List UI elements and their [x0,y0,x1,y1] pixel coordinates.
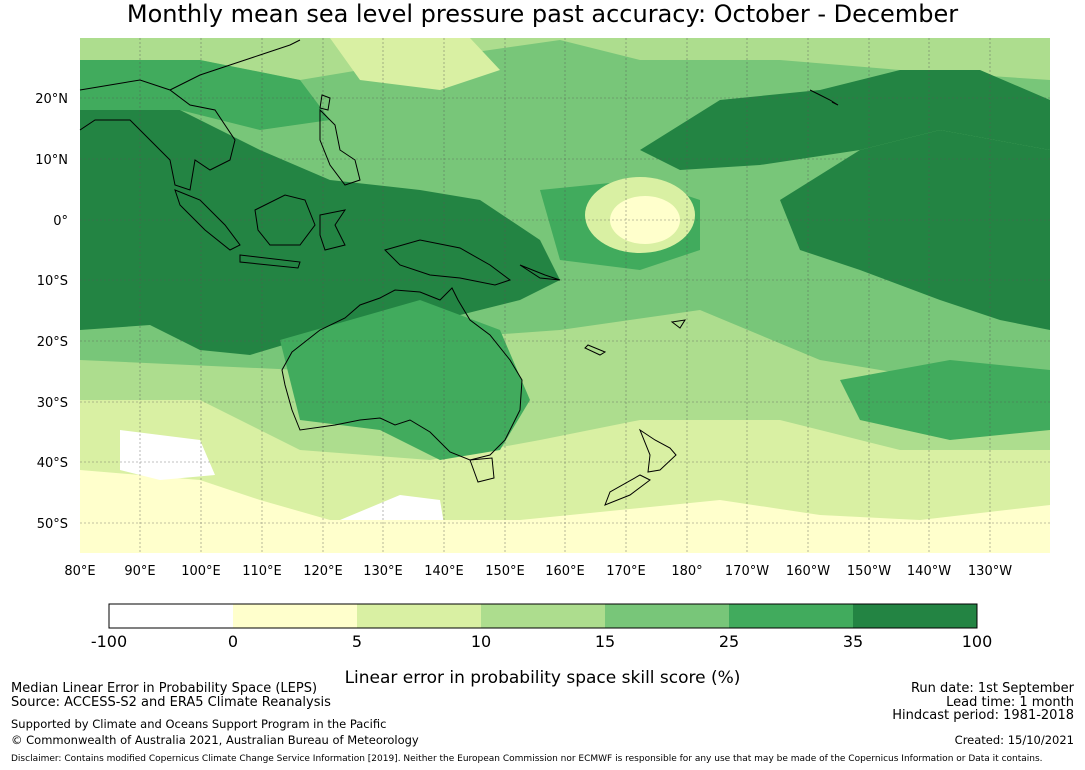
lon-label: 80°E [64,564,95,579]
coast-sulawesi [319,209,347,251]
region-tropics-east [780,130,1050,330]
footer-created: Created: 15/10/2021 [954,733,1074,747]
colorbar [108,603,978,629]
colorbar-tick: 5 [351,632,363,651]
colorbar-segment [605,604,729,628]
colorbar-label: Linear error in probability space skill … [344,668,741,688]
region-low-skill-south [120,430,215,480]
lat-label: 10°N [35,153,68,168]
footer-run-date: Run date: 1st September [910,681,1074,696]
footer-method: Median Linear Error in Probability Space… [11,681,318,696]
coast-new-zealand-north [638,428,677,473]
coast-hawaii [809,89,839,106]
colorbar-segment [729,604,853,628]
graticule [80,38,1050,553]
lon-label: 120°E [303,564,343,579]
footer-lead-time: Lead time: 1 month [946,695,1074,710]
coast-solomons [519,264,561,281]
lon-label: 180° [671,564,702,579]
colorbar-tick: 10 [470,632,492,651]
coast-tasmania [469,457,495,483]
lon-label: 150°E [485,564,525,579]
region-north-pacific-dark [640,70,1050,170]
colorbar-tick: 25 [718,632,740,651]
lon-label: 170°W [725,564,769,579]
footer-source: Source: ACCESS-S2 and ERA5 Climate Reana… [11,695,331,710]
lat-label: 50°S [37,517,68,532]
coast-java [239,254,301,269]
lat-axis: 20°N 10°N 0° 10°S 20°S 30°S 40°S 50°S [35,92,68,532]
lat-label: 20°N [35,92,68,107]
region-north [80,38,1050,80]
coast-borneo [254,194,316,246]
lat-label: 10°S [37,274,68,289]
colorbar-segment [481,604,605,628]
footer-copyright: © Commonwealth of Australia 2021, Austra… [11,733,419,747]
lon-label: 90°E [124,564,155,579]
region-north-light [330,38,500,90]
lon-label: 160°E [545,564,585,579]
lat-label: 20°S [37,335,68,350]
region-west-pacific [80,60,330,130]
coast-new-guinea [384,239,512,286]
colorbar-tick: 0 [227,632,239,651]
coast-new-zealand-south [604,474,651,506]
colorbar-segment [357,604,481,628]
lon-axis: 80°E 90°E 100°E 110°E 120°E 130°E 140°E … [64,564,1012,579]
coast-new-caledonia [584,344,607,356]
lon-label: 140°E [424,564,464,579]
footer-support: Supported by Climate and Oceans Support … [11,717,387,731]
colorbar-tick: 35 [842,632,864,651]
footer-hindcast: Hindcast period: 1981-2018 [892,708,1074,723]
coast-fiji [670,319,687,329]
lat-label: 0° [53,214,68,229]
lat-label: 30°S [37,396,68,411]
region-australia [280,300,530,460]
coast-australia [281,287,523,461]
lon-label: 110°E [242,564,282,579]
colorbar-tick: 15 [594,632,616,651]
coast-sumatra [174,189,241,251]
coast-china [169,39,301,91]
coast-indochina [79,79,236,191]
lon-label: 170°E [606,564,646,579]
skill-map: 20°N 10°N 0° 10°S 20°S 30°S 40°S 50°S 80… [35,38,1050,579]
colorbar-segment [233,604,357,628]
lon-label: 130°E [363,564,403,579]
coast-taiwan [319,94,331,111]
coast-philippines [319,108,361,186]
coastlines [79,39,839,506]
colorbar-tick: 100 [961,632,993,651]
region-east-pacific [840,360,1050,440]
lon-label: 160°W [786,564,830,579]
lon-label: 100°E [181,564,221,579]
colorbar-frame [108,603,978,629]
lon-label: 130°W [968,564,1012,579]
region-bottom-strip [80,520,1050,553]
lon-label: 140°W [907,564,951,579]
map-title: Monthly mean sea level pressure past acc… [126,0,959,28]
colorbar-segment [109,604,233,628]
lat-label: 40°S [37,456,68,471]
colorbar-tick: -100 [90,632,128,651]
footer-disclaimer: Disclaimer: Contains modified Copernicus… [11,754,1043,764]
colorbar-segment [853,604,977,628]
lon-label: 150°W [847,564,891,579]
